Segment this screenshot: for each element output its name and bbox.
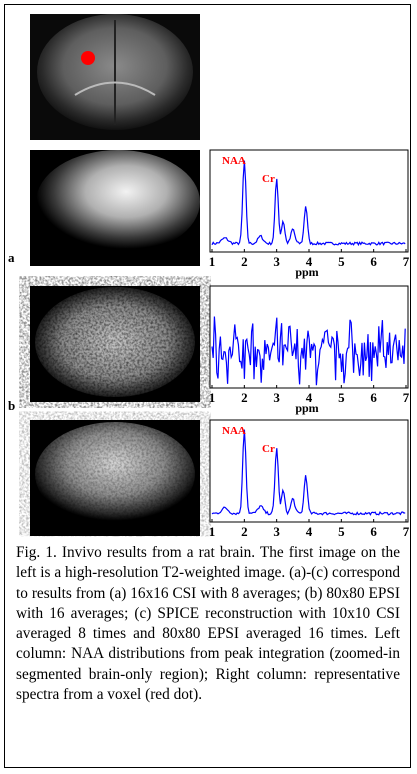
figure: 1 2 3 4 5 6 7 ppm a NAA Cr 1 2 3 4 5 6 7 ppm b 1 2 3 4 5 6 7 ppm c NA… bbox=[8, 14, 410, 540]
spectrum-line bbox=[211, 316, 406, 386]
x-tick-label: 6 bbox=[370, 390, 377, 405]
panel-label: b bbox=[8, 398, 15, 413]
x-tick-label: 5 bbox=[338, 524, 345, 539]
naa-map-noise bbox=[35, 287, 195, 397]
x-tick-label: 2 bbox=[241, 524, 248, 539]
x-tick-label: 7 bbox=[403, 390, 410, 405]
panel-label: a bbox=[8, 250, 15, 265]
x-tick-label: 3 bbox=[273, 254, 280, 269]
x-tick-label: 2 bbox=[241, 390, 248, 405]
x-tick-label: 1 bbox=[209, 254, 216, 269]
x-tick-label: 3 bbox=[273, 524, 280, 539]
voxel-dot bbox=[81, 51, 95, 65]
peak-label: NAA bbox=[222, 155, 246, 167]
x-axis-label: ppm bbox=[295, 535, 318, 540]
spectrum-line bbox=[211, 160, 406, 247]
x-tick-label: 6 bbox=[370, 524, 377, 539]
x-tick-label: 6 bbox=[370, 254, 377, 269]
naa-map-noise bbox=[35, 422, 195, 526]
x-tick-label: 3 bbox=[273, 390, 280, 405]
peak-label: NAA bbox=[222, 425, 246, 437]
panel-label: c bbox=[8, 534, 14, 540]
x-tick-label: 4 bbox=[306, 390, 313, 405]
x-tick-label: 7 bbox=[403, 524, 410, 539]
x-tick-label: 2 bbox=[241, 254, 248, 269]
peak-label: Cr bbox=[262, 173, 275, 185]
spectrum-line bbox=[211, 429, 406, 516]
x-tick-label: 5 bbox=[338, 254, 345, 269]
x-axis-label: ppm bbox=[295, 401, 318, 415]
x-tick-label: 4 bbox=[306, 254, 313, 269]
mri-structure bbox=[74, 81, 156, 96]
x-tick-label: 1 bbox=[209, 390, 216, 405]
x-tick-label: 5 bbox=[338, 390, 345, 405]
x-tick-label: 1 bbox=[209, 524, 216, 539]
figure-frame bbox=[4, 4, 411, 768]
x-tick-label: 4 bbox=[306, 524, 313, 539]
naa-map-blob bbox=[36, 150, 200, 254]
spectra: 1 2 3 4 5 6 7 ppm a NAA Cr 1 2 3 4 5 6 7 ppm b 1 2 3 4 5 6 7 ppm c NA… bbox=[8, 149, 410, 540]
caption: Fig. 1. Invivo results from a rat brain.… bbox=[16, 544, 400, 704]
x-tick-label: 7 bbox=[403, 254, 410, 269]
peak-label: Cr bbox=[262, 443, 275, 455]
x-axis-label: ppm bbox=[295, 265, 318, 279]
